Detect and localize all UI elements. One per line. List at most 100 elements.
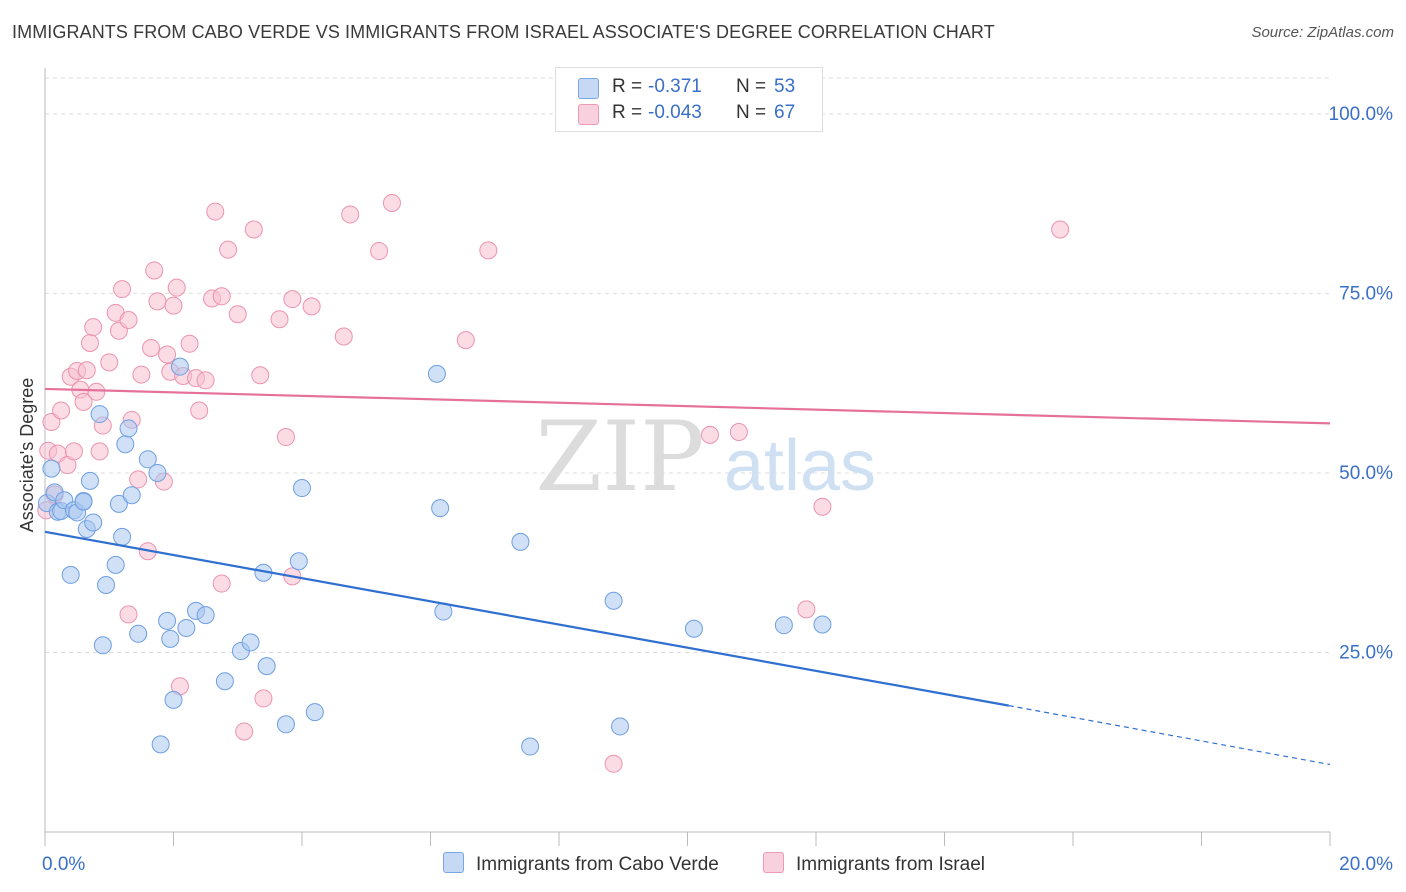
israel-point	[74, 392, 93, 411]
israel-trend-line	[44, 387, 1331, 425]
israel-point	[206, 202, 225, 221]
y-tick-label: 75.0%	[1339, 283, 1393, 304]
israel-point	[180, 334, 199, 353]
cabo-verde-point	[276, 715, 295, 734]
cabo-verde-point	[119, 419, 138, 438]
israel-point	[64, 442, 83, 461]
cabo-verde-point	[241, 633, 260, 652]
cabo-verde-point	[151, 735, 170, 754]
cabo-verde-point	[113, 527, 132, 546]
cabo-verde-point	[305, 703, 324, 722]
israel-point	[251, 366, 270, 385]
legend-n-label: N =	[736, 102, 767, 123]
israel-point	[190, 401, 209, 420]
israel-point	[196, 371, 215, 390]
israel-point	[80, 333, 99, 352]
bottom-legend-cabo-verde: Immigrants from Cabo Verde	[443, 852, 719, 876]
israel-point	[167, 278, 186, 297]
cabo-verde-point	[80, 471, 99, 490]
cabo-verde-point	[431, 499, 450, 518]
source-label: Source: ZipAtlas.com	[1251, 24, 1394, 41]
israel-point	[77, 361, 96, 380]
cabo-verde-point	[42, 459, 61, 478]
cabo-verde-point	[161, 629, 180, 648]
israel-point	[52, 401, 71, 420]
series-israel-points	[37, 193, 1070, 773]
israel-point	[164, 296, 183, 315]
israel-point	[254, 689, 273, 708]
y-axis-label: Associate's Degree	[17, 378, 37, 533]
legend-n-label: N =	[736, 76, 767, 97]
watermark-zip: ZIP	[535, 401, 704, 513]
israel-point	[119, 310, 138, 329]
legend-swatch-blue	[578, 78, 599, 99]
cabo-verde-point	[521, 737, 540, 756]
israel-point	[235, 722, 254, 741]
israel-point	[129, 470, 148, 489]
israel-point	[142, 339, 161, 358]
bottom-legend-label: Immigrants from Israel	[796, 854, 985, 875]
cabo-verde-point	[109, 494, 128, 513]
israel-point	[158, 345, 177, 364]
cabo-verde-point	[138, 450, 157, 469]
israel-point	[42, 412, 61, 431]
israel-point	[90, 442, 109, 461]
israel-point	[382, 193, 401, 212]
israel-point	[119, 605, 138, 624]
israel-point	[797, 600, 816, 619]
cabo-verde-point	[170, 357, 189, 376]
series-cabo-verde-points	[37, 357, 832, 756]
chart-title: IMMIGRANTS FROM CABO VERDE VS IMMIGRANTS…	[12, 22, 995, 42]
israel-point	[604, 754, 623, 773]
cabo-verde-point	[177, 619, 196, 638]
cabo-verde-point	[93, 636, 112, 655]
israel-point	[228, 305, 247, 324]
israel-point	[341, 205, 360, 224]
legend-r-label: R =	[612, 76, 643, 97]
israel-point	[1051, 220, 1070, 239]
israel-point	[276, 428, 295, 447]
israel-point	[370, 242, 389, 261]
israel-point	[113, 280, 132, 299]
israel-point	[813, 497, 832, 516]
x-tick-label: 20.0%	[1339, 854, 1393, 875]
israel-point	[100, 353, 119, 372]
cabo-verde-point	[129, 624, 148, 643]
israel-point	[283, 290, 302, 309]
cabo-verde-point	[106, 555, 125, 574]
watermark-atlas: atlas	[724, 426, 876, 506]
cabo-verde-trend-line	[44, 530, 1009, 707]
bottom-legend-swatch-blue	[443, 852, 464, 873]
trend-lines	[44, 387, 1331, 766]
israel-point	[270, 310, 289, 329]
legend-r-value: -0.043	[648, 102, 702, 123]
cabo-verde-point	[164, 690, 183, 709]
y-tick-label: 25.0%	[1339, 642, 1393, 663]
bottom-legend-israel: Immigrants from Israel	[763, 852, 985, 876]
y-tick-label: 100.0%	[1329, 104, 1394, 125]
israel-point	[729, 423, 748, 442]
cabo-verde-point	[604, 591, 623, 610]
cabo-verde-point	[257, 657, 276, 676]
israel-point	[334, 327, 353, 346]
x-tick-label: 0.0%	[42, 854, 85, 875]
cabo-verde-point	[148, 463, 167, 482]
israel-point	[302, 297, 321, 316]
cabo-verde-point	[684, 619, 703, 638]
cabo-verde-point	[293, 479, 311, 498]
cabo-verde-point	[427, 364, 446, 383]
cabo-verde-point	[611, 717, 630, 736]
correlation-legend: R = -0.371 N = 53 R = -0.043 N = 67	[555, 67, 823, 132]
israel-point	[145, 261, 164, 280]
bottom-legend-swatch-pink	[763, 852, 784, 873]
cabo-verde-point	[158, 611, 177, 630]
legend-r-value: -0.371	[648, 76, 702, 97]
israel-point	[244, 220, 263, 239]
israel-point	[212, 574, 231, 593]
legend-swatch-pink	[578, 104, 599, 125]
legend-n-value: 53	[774, 76, 796, 97]
cabo-verde-point	[84, 513, 103, 532]
cabo-verde-point	[289, 552, 308, 571]
israel-point	[456, 331, 475, 350]
bottom-legend-label: Immigrants from Cabo Verde	[476, 854, 719, 875]
